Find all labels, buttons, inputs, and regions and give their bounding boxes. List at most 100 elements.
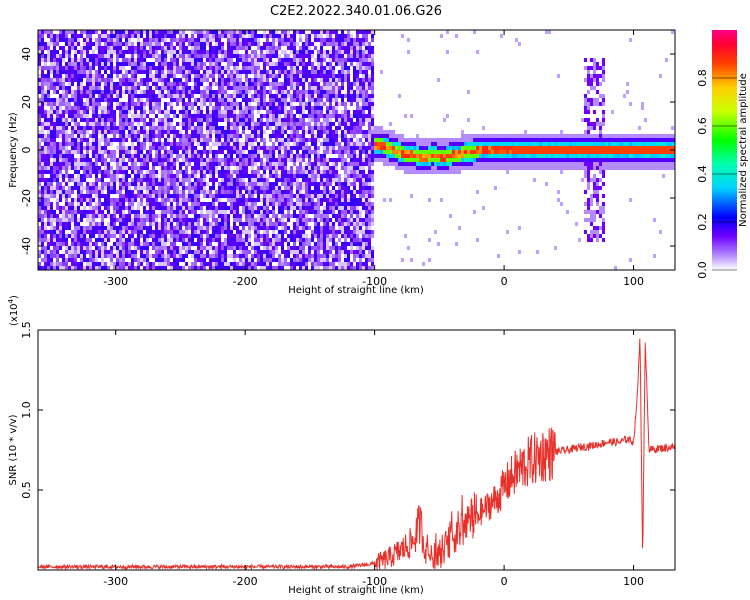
spectrogram-cell — [77, 78, 80, 82]
spectrogram-cell — [107, 90, 110, 94]
spectrogram-cell — [272, 98, 275, 102]
spectrogram-cell — [158, 154, 161, 158]
spectrogram-cell — [59, 118, 62, 122]
spectrogram-cell — [170, 206, 173, 210]
spectrogram-cell — [59, 122, 62, 126]
spectrogram-cell — [251, 186, 254, 190]
spectrogram-cell — [209, 46, 212, 50]
spectrogram-cell — [287, 90, 290, 94]
spectrogram-cell — [287, 110, 290, 114]
spectrogram-cell — [221, 246, 224, 250]
spectrogram-cell — [275, 266, 278, 270]
spectrogram-cell — [128, 86, 131, 90]
spectrogram-cell — [251, 162, 254, 166]
spectrogram-cell — [152, 130, 155, 134]
spectrogram-cell — [185, 106, 188, 110]
spectrogram-cell — [299, 234, 302, 238]
spectrogram-cell — [266, 254, 269, 258]
spectrogram-cell — [167, 138, 170, 142]
spectrogram-cell — [191, 150, 194, 154]
spectrogram-cell — [296, 258, 299, 262]
spectrogram-cell — [212, 46, 215, 50]
spectrogram-cell — [227, 154, 230, 158]
spectrogram-cell — [41, 46, 44, 50]
spectrogram-cell — [278, 254, 281, 258]
spectrogram-cell — [68, 46, 71, 50]
spectrogram-cell — [311, 74, 314, 78]
spectrogram-cell — [323, 86, 326, 90]
spectrogram-cell — [281, 210, 284, 214]
spectrogram-cell — [254, 158, 257, 162]
spectrogram-cell — [143, 78, 146, 82]
spectrogram-cell — [158, 246, 161, 250]
spectrogram-cell — [182, 30, 185, 34]
spectrogram-cell — [101, 98, 104, 102]
spectrogram-cell — [296, 110, 299, 114]
spectrogram-cell — [62, 242, 65, 246]
spectrogram-cell — [326, 110, 329, 114]
spectrogram-cell — [137, 206, 140, 210]
spectrogram-cell — [212, 74, 215, 78]
spectrogram-cell — [77, 134, 80, 138]
spectrogram-cell — [224, 106, 227, 110]
spectrogram-cell — [245, 38, 248, 42]
spectrogram-cell — [218, 130, 221, 134]
spectrogram-cell — [284, 122, 287, 126]
spectrogram-cell — [44, 90, 47, 94]
spectrogram-cell — [317, 62, 320, 66]
spectrogram-cell — [98, 254, 101, 258]
spectrogram-cell — [167, 122, 170, 126]
spectrogram-cell — [233, 170, 236, 174]
spectrogram-cell — [305, 66, 308, 70]
spectrogram-cell — [272, 162, 275, 166]
spectrogram-cell — [125, 262, 128, 266]
spectrogram-cell — [311, 198, 314, 202]
spectrogram-cell — [206, 114, 209, 118]
spectrogram-cell — [245, 186, 248, 190]
spectrogram-cell — [155, 86, 158, 90]
spectrogram-cell — [62, 206, 65, 210]
spectrogram-cell — [74, 210, 77, 214]
spectrogram-cell — [107, 174, 110, 178]
spectrogram-cell — [56, 38, 59, 42]
spectrogram-cell — [275, 66, 278, 70]
spectrogram-cell — [197, 62, 200, 66]
spectrogram-cell — [80, 146, 83, 150]
spectrogram-cell — [92, 58, 95, 62]
spectrogram-cell — [137, 106, 140, 110]
spectrogram-cell — [284, 170, 287, 174]
spectrogram-cell — [203, 30, 206, 34]
spectrogram-cell — [263, 94, 266, 98]
spectrogram-cell — [251, 122, 254, 126]
spectrogram-cell — [257, 110, 260, 114]
spectrogram-cell — [56, 258, 59, 262]
spectrogram-cell — [89, 30, 92, 34]
spectrogram-cell — [161, 50, 164, 54]
spectrogram-cell — [128, 90, 131, 94]
spectrogram-cell — [245, 166, 248, 170]
spectrogram-cell — [86, 58, 89, 62]
spectrogram-cell — [200, 178, 203, 182]
spectrogram-cell — [167, 222, 170, 226]
spectrogram-cell — [152, 34, 155, 38]
spectrogram-cell — [194, 202, 197, 206]
spectrogram-cell — [251, 178, 254, 182]
spectrogram-cell — [188, 154, 191, 158]
spectrogram-cell — [185, 58, 188, 62]
spectrogram-cell — [38, 186, 41, 190]
spectrogram-cell — [74, 42, 77, 46]
spectrogram-cell — [44, 74, 47, 78]
spectrogram-cell — [134, 62, 137, 66]
spectrogram-cell — [77, 62, 80, 66]
spectrogram-cell — [134, 214, 137, 218]
spectrogram-cell — [245, 66, 248, 70]
spectrogram-cell — [47, 154, 50, 158]
spectrogram-cell — [137, 38, 140, 42]
spectrogram-cell — [284, 86, 287, 90]
spectrogram-cell — [290, 66, 293, 70]
spectrogram-cell — [98, 74, 101, 78]
spectrogram-cell — [302, 90, 305, 94]
spectrogram-cell — [293, 62, 296, 66]
spectrogram-cell — [281, 70, 284, 74]
spectrogram-cell — [44, 234, 47, 238]
